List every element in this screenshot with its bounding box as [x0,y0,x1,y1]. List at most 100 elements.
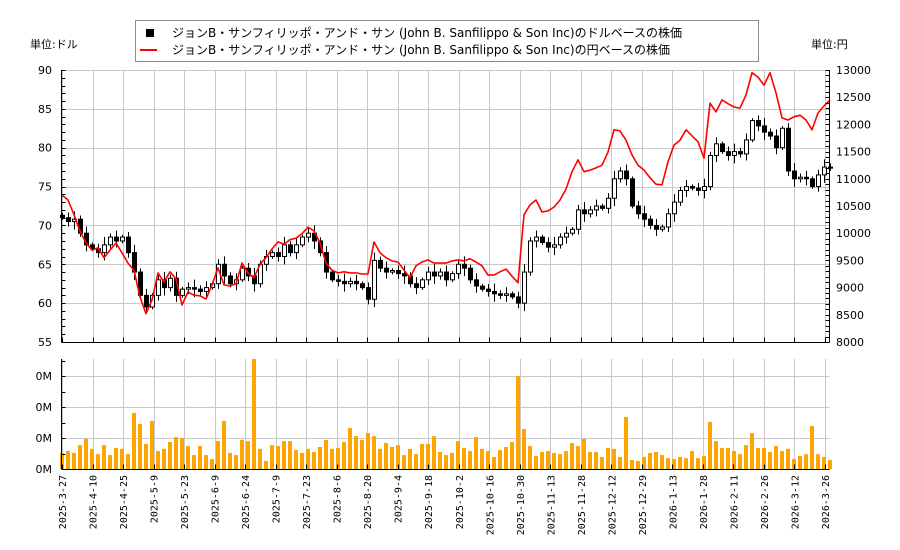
volume-bar [102,445,106,469]
candlestick [66,217,71,223]
volume-bar [300,452,304,469]
candlestick [336,279,341,282]
volume-bar [762,447,766,469]
volume-bar [162,448,166,469]
x-date-label: 2025-10-16 [485,475,496,535]
candlestick [270,252,275,258]
volume-bar [474,437,478,469]
volume-bar [186,446,190,469]
left-y-tick-label: 90 [38,64,52,77]
volume-bar [396,445,400,469]
chart-legend: ジョンB・サンフィリッポ・アンド・サン (John B. Sanfilippo … [135,20,759,62]
candlestick [378,259,383,269]
candlestick [330,271,335,281]
x-date-label: 2025-4-25 [119,475,130,529]
volume-bar [612,448,616,469]
candlestick [480,285,485,290]
volume-bar [360,439,364,469]
volume-bar [84,438,88,469]
volume-bar [660,455,664,469]
x-date-label: 2025-12-12 [607,475,618,535]
candlestick [600,205,605,209]
candlestick [240,267,245,281]
volume-bar [702,455,706,469]
volume-bar [210,459,214,469]
right-axis-unit-label: 単位:円 [811,38,848,51]
candlestick [684,186,689,191]
volume-bar [636,460,640,469]
x-date-label: 2026-2-11 [729,475,740,529]
candlestick [822,166,827,176]
candlestick [804,176,809,180]
candlestick [792,170,797,180]
volume-bar [390,447,394,469]
candlestick [156,279,161,296]
volume-bar [498,450,502,469]
candlestick [660,226,665,230]
candlestick [726,151,731,156]
candlestick [168,277,173,289]
candlestick [750,120,755,141]
volume-bar [726,447,730,469]
volume-bar [174,437,178,469]
volume-bar [120,448,124,469]
volume-bar [246,441,250,469]
volume-bar [732,451,736,469]
candlestick [618,170,623,180]
candlestick [402,273,407,277]
red-line-icon [140,49,157,51]
right-y-tick-label: 12000 [836,118,871,131]
candlestick [696,187,701,191]
volume-bar [708,421,712,469]
candlestick [342,280,347,285]
volume-bar [378,448,382,469]
x-date-label: 2026-2-26 [760,475,771,529]
x-date-label: 2025-9-4 [394,475,405,523]
left-y-tick-label: 80 [38,142,52,155]
volume-bar [438,451,442,469]
candlestick [744,139,749,155]
candlestick [444,271,449,281]
candlestick [576,209,581,230]
volume-bar [216,441,220,469]
candlestick [612,178,617,199]
candlestick [474,279,479,287]
candlestick [276,252,281,258]
volume-bar [822,456,826,469]
volume-bar [264,460,268,469]
candlestick [372,259,377,300]
candlestick [588,209,593,215]
candlestick [678,189,683,203]
candlestick [180,288,185,296]
candlestick [654,224,659,230]
candlestick [546,242,551,248]
volume-bar [624,416,628,469]
volume-bar [780,451,784,469]
volume-bar [564,451,568,469]
gridlines [62,70,830,470]
volume-bar [336,447,340,469]
volume-bar [576,446,580,469]
volume-bar [720,447,724,469]
candlestick [456,263,461,275]
candlestick [552,244,557,248]
candlestick [756,120,761,127]
x-date-label: 2026-3-26 [821,475,832,529]
volume-bar [198,446,202,469]
candlestick [144,294,149,308]
volume-bar [510,442,514,469]
black-square-icon [146,29,154,37]
candlestick [786,127,791,172]
axes [61,70,830,470]
candlestick [708,154,713,188]
right-y-tick-label: 10500 [836,200,871,213]
left-axis-unit-label: 単位:ドル [30,38,78,51]
candlestick [522,271,527,304]
volume-bar [630,460,634,469]
left-y-tick-label: 65 [38,258,52,271]
candlestick [540,236,545,244]
volume-bar [258,448,262,469]
volume-bar [408,448,412,469]
volume-bar [180,438,184,469]
x-date-label: 2025-10-2 [455,475,466,529]
